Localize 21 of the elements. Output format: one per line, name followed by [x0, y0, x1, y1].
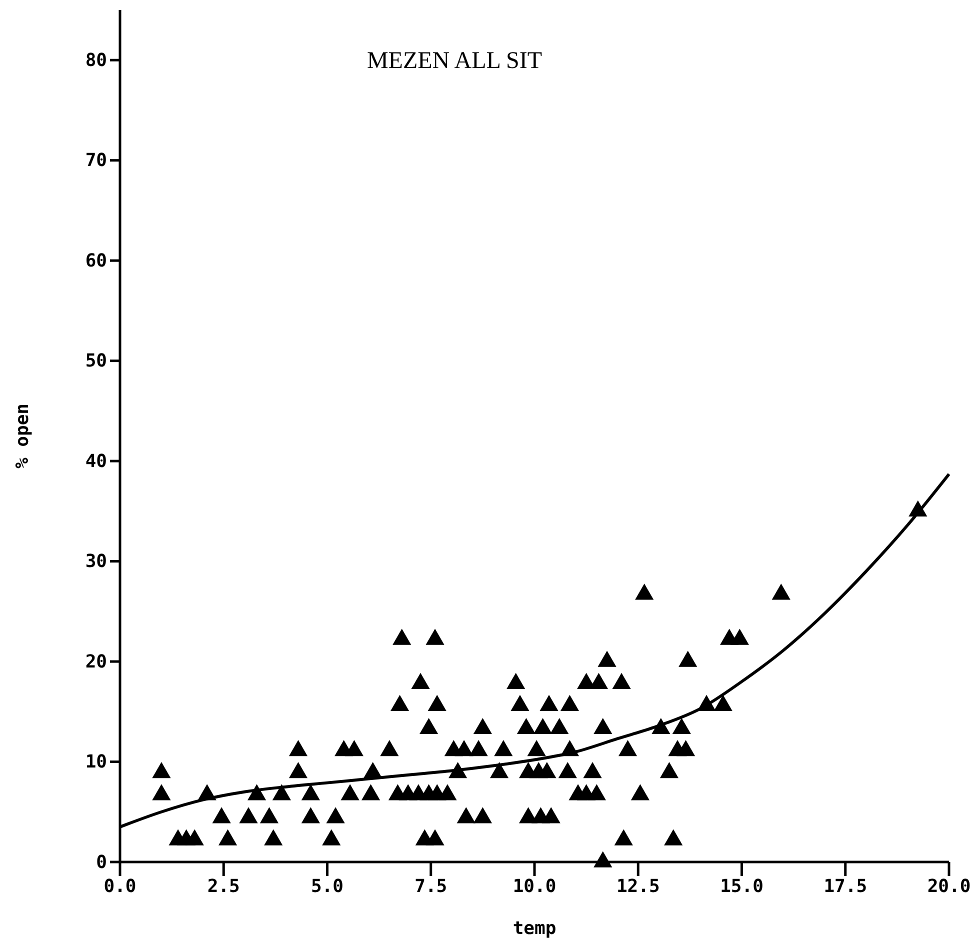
- x-axis-title: temp: [512, 918, 556, 939]
- x-tick-label: 15.0: [720, 876, 764, 897]
- y-tick-label: 80: [85, 50, 107, 71]
- x-tick-label: 12.5: [616, 876, 660, 897]
- y-tick-label: 0: [96, 852, 107, 873]
- x-tick-label: 2.5: [207, 876, 240, 897]
- y-tick-label: 60: [85, 250, 107, 272]
- x-tick-label: 10.0: [512, 876, 556, 897]
- y-tick-label: 30: [85, 551, 107, 572]
- y-tick-label: 70: [85, 150, 107, 172]
- text: MEZEN ALL SIT: [366, 48, 542, 74]
- x-tick-label: 0.0: [104, 876, 136, 897]
- y-tick-label: 10: [85, 752, 107, 773]
- x-tick-label: 5.0: [310, 876, 344, 897]
- y-tick-label: 50: [85, 350, 107, 372]
- y-tick-label: 20: [85, 651, 107, 672]
- x-tick-label: 20.0: [927, 876, 971, 897]
- x-tick-label: 7.5: [414, 876, 448, 897]
- x-tick-label: 17.5: [824, 876, 868, 897]
- y-axis-title: % open: [12, 403, 33, 469]
- y-tick-label: 40: [85, 450, 107, 472]
